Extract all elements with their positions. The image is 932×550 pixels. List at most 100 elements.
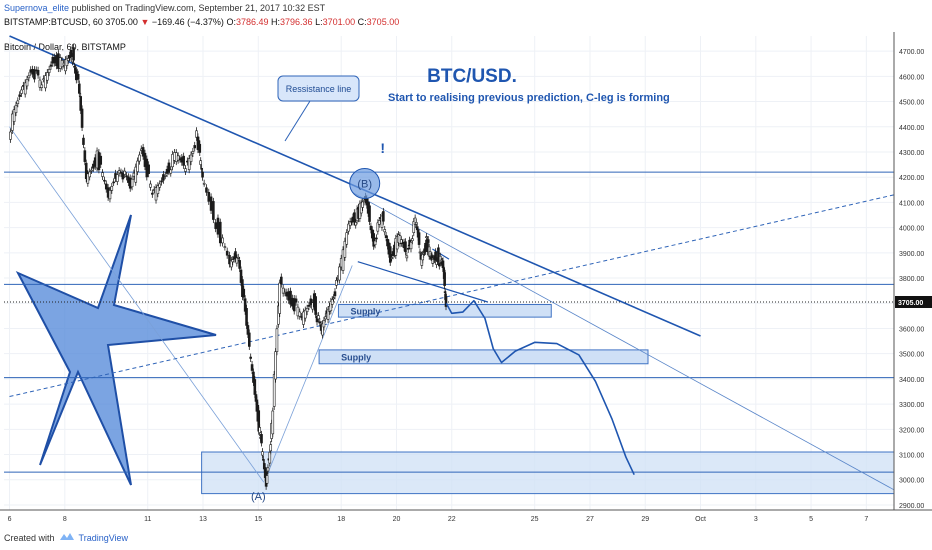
y-tick-label: 3300.00 xyxy=(899,402,924,409)
candle-body xyxy=(151,192,154,195)
candle-body xyxy=(199,160,203,165)
candle-body xyxy=(245,307,248,326)
candle-body xyxy=(162,174,165,181)
candle-body xyxy=(20,89,23,94)
candle-body xyxy=(86,173,90,184)
high-label: H: xyxy=(271,17,281,27)
candle-body xyxy=(33,69,36,80)
candle-body xyxy=(426,239,430,243)
candle-body xyxy=(104,183,108,190)
y-tick-label: 4700.00 xyxy=(899,49,924,56)
candle-body xyxy=(214,222,217,229)
y-tick-label: 4000.00 xyxy=(899,226,924,233)
candle-body xyxy=(207,192,211,202)
x-tick-label: 6 xyxy=(8,516,12,523)
candle-body xyxy=(25,79,29,87)
candle-body xyxy=(72,47,75,61)
last-price-label: 3705.00 xyxy=(898,300,923,307)
candle-body xyxy=(294,298,298,303)
y-tick-label: 4200.00 xyxy=(899,175,924,182)
candle-body xyxy=(390,257,393,259)
candle-body xyxy=(69,49,73,58)
candle-body xyxy=(225,250,229,256)
candle-body xyxy=(266,467,270,472)
candle-body xyxy=(373,240,377,246)
candle-body xyxy=(281,287,285,294)
candle-body xyxy=(268,452,272,464)
y-tick-label: 4300.00 xyxy=(899,150,924,157)
candle-body xyxy=(330,299,334,305)
y-tick-label: 3000.00 xyxy=(899,478,924,485)
candle-body xyxy=(112,181,115,184)
candle-body xyxy=(167,162,171,172)
candle-body xyxy=(209,196,213,211)
candle-body xyxy=(108,190,112,200)
candle-body xyxy=(414,222,418,225)
candle-body xyxy=(134,166,138,183)
candle-body xyxy=(406,247,410,250)
low-label: L: xyxy=(315,17,323,27)
candle-body xyxy=(258,427,261,433)
candle-body xyxy=(375,237,378,240)
y-tick-label: 4500.00 xyxy=(899,100,924,107)
wave-label: (A) xyxy=(251,491,266,503)
candle-body xyxy=(223,246,227,248)
published-text: published on TradingView.com, September … xyxy=(71,3,326,13)
y-tick-label: 2900.00 xyxy=(899,503,924,510)
candle-body xyxy=(176,155,180,161)
high-value: 3796.36 xyxy=(280,17,313,27)
price-series xyxy=(9,44,448,490)
candle-body xyxy=(160,180,163,183)
publisher-link[interactable]: Supernova_elite xyxy=(4,3,70,13)
change-arrow: ▼ xyxy=(140,17,150,27)
candle-body xyxy=(404,241,407,253)
candle-body xyxy=(322,320,326,328)
low-value: 3701.00 xyxy=(322,17,356,27)
wave-label: (B) xyxy=(357,178,372,190)
candle-body xyxy=(305,307,309,312)
candle-body xyxy=(361,201,364,208)
zones xyxy=(201,304,895,495)
candle-body xyxy=(198,143,202,153)
candle-body xyxy=(212,201,215,220)
candle-body xyxy=(9,131,12,140)
x-tick-label: 11 xyxy=(144,516,151,523)
candle-body xyxy=(354,222,358,226)
candle-body xyxy=(236,257,240,259)
resistance-callout-pointer xyxy=(284,100,311,142)
candle-body xyxy=(382,211,385,222)
resistance-callout-box xyxy=(277,75,360,102)
candle-body xyxy=(249,356,252,359)
candle-body xyxy=(79,96,83,111)
candle-body xyxy=(38,79,42,88)
x-tick-label: 13 xyxy=(199,516,207,523)
candle-body xyxy=(147,164,150,174)
wedge-lower-line xyxy=(357,261,488,303)
candle-body xyxy=(368,205,371,222)
candle-body xyxy=(125,175,128,178)
candle-body xyxy=(101,172,104,177)
candle-body xyxy=(18,94,21,97)
candle-body xyxy=(202,182,206,185)
candle-body xyxy=(443,272,446,286)
y-tick-label: 4100.00 xyxy=(899,200,924,207)
candle-body xyxy=(182,155,185,166)
candle-body xyxy=(248,332,251,347)
exclamation-mark: ! xyxy=(380,140,385,156)
candle-body xyxy=(234,251,237,259)
candle-body xyxy=(437,247,440,263)
candle-body xyxy=(84,162,88,180)
candle-body xyxy=(88,171,91,178)
candle-body xyxy=(289,290,292,305)
candle-body xyxy=(309,298,313,305)
x-tick-label: 8 xyxy=(63,516,67,523)
candle-body xyxy=(274,351,277,380)
supply-zone-label: Supply xyxy=(341,352,371,362)
candle-body xyxy=(353,212,356,223)
candle-body xyxy=(66,58,70,61)
tradingview-link[interactable]: TradingView xyxy=(78,533,129,543)
open-label: O: xyxy=(226,17,236,27)
y-tick-label: 4600.00 xyxy=(899,74,924,81)
candle-body xyxy=(14,104,18,113)
